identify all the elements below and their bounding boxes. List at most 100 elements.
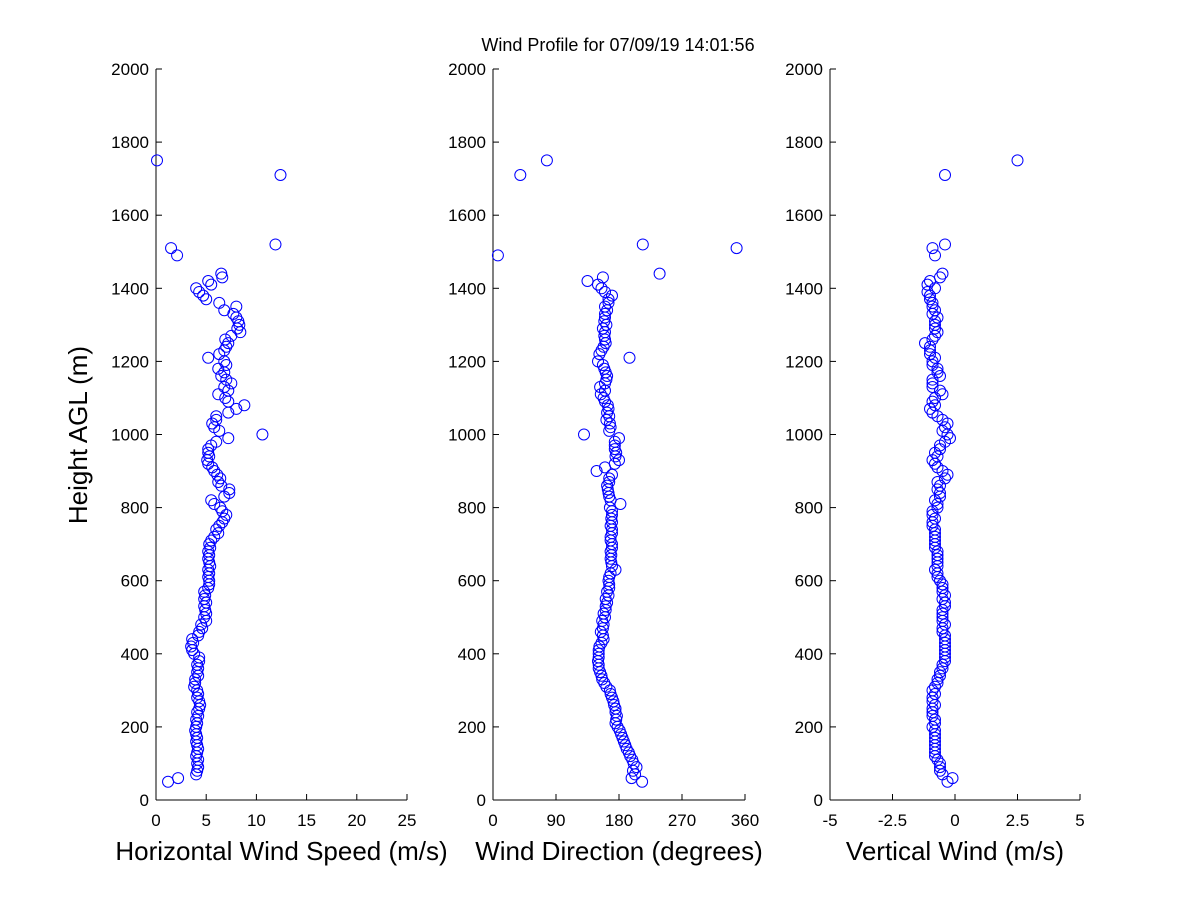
data-point bbox=[613, 454, 625, 467]
data-point bbox=[592, 355, 604, 368]
data-point bbox=[936, 267, 949, 280]
data-point bbox=[230, 402, 243, 415]
data-point bbox=[218, 366, 231, 379]
data-point bbox=[205, 494, 218, 507]
data-point bbox=[256, 428, 269, 441]
data-point bbox=[604, 688, 617, 701]
x-axis-label: Wind Direction (degrees) bbox=[475, 836, 763, 866]
data-point bbox=[613, 724, 626, 737]
data-point bbox=[936, 607, 949, 620]
data-point bbox=[208, 530, 221, 543]
data-point bbox=[606, 468, 618, 481]
data-point bbox=[939, 238, 951, 251]
data-point bbox=[593, 348, 606, 361]
data-point bbox=[202, 351, 215, 364]
data-point bbox=[929, 399, 941, 412]
data-point bbox=[215, 370, 228, 383]
y-tick-label: 1600 bbox=[448, 206, 486, 225]
data-point bbox=[200, 607, 213, 620]
y-tick-label: 400 bbox=[458, 645, 486, 664]
data-point bbox=[939, 636, 951, 649]
data-point bbox=[926, 720, 939, 733]
data-point bbox=[540, 154, 553, 167]
data-point bbox=[598, 315, 611, 328]
data-point bbox=[931, 552, 944, 565]
x-tick-label: 270 bbox=[668, 811, 696, 830]
x-tick-label: 0 bbox=[950, 811, 959, 830]
data-point bbox=[929, 318, 941, 331]
data-point bbox=[220, 508, 233, 521]
x-tick-label: 5 bbox=[1075, 811, 1084, 830]
data-point bbox=[921, 278, 934, 291]
data-point bbox=[215, 479, 228, 492]
data-point bbox=[172, 772, 185, 785]
data-point bbox=[926, 355, 939, 368]
data-point bbox=[274, 168, 287, 181]
y-tick-label: 1800 bbox=[785, 133, 823, 152]
data-point bbox=[936, 658, 949, 671]
data-point bbox=[215, 267, 228, 280]
data-point bbox=[939, 421, 951, 434]
data-point bbox=[189, 724, 202, 737]
data-point bbox=[238, 399, 251, 412]
data-point bbox=[924, 293, 936, 306]
y-tick-label: 1600 bbox=[111, 206, 149, 225]
data-point bbox=[934, 761, 946, 774]
data-point bbox=[596, 271, 609, 284]
x-tick-label: 0 bbox=[151, 811, 160, 830]
data-point bbox=[921, 285, 934, 298]
data-point bbox=[936, 662, 949, 675]
data-point bbox=[601, 479, 614, 492]
y-tick-label: 600 bbox=[458, 572, 486, 591]
x-tick-label: 5 bbox=[201, 811, 210, 830]
data-point bbox=[929, 304, 941, 317]
y-tick-label: 1400 bbox=[785, 279, 823, 298]
x-tick-label: 25 bbox=[398, 811, 417, 830]
data-point bbox=[223, 486, 236, 499]
data-point bbox=[599, 307, 611, 320]
data-point bbox=[934, 370, 946, 383]
data-point bbox=[593, 640, 606, 653]
x-tick-label: -5 bbox=[822, 811, 837, 830]
panel-1: 0 200 400 600 800 1000 1200 1400 1600 1800 2000 0 5 1… bbox=[111, 60, 448, 866]
data-point bbox=[936, 611, 949, 624]
data-point bbox=[602, 402, 615, 415]
data-point bbox=[630, 761, 643, 774]
data-point bbox=[934, 764, 946, 777]
data-point bbox=[218, 355, 231, 368]
data-point bbox=[194, 698, 207, 711]
data-point bbox=[931, 450, 944, 463]
data-point bbox=[193, 285, 206, 298]
data-point bbox=[189, 673, 202, 686]
y-tick-label: 2000 bbox=[785, 60, 823, 79]
y-tick-label: 200 bbox=[121, 718, 149, 737]
data-point bbox=[926, 300, 939, 313]
data-point bbox=[934, 574, 946, 587]
y-tick-label: 1800 bbox=[448, 133, 486, 152]
y-tick-label: 0 bbox=[140, 791, 149, 810]
data-point bbox=[730, 242, 743, 255]
data-point bbox=[594, 380, 607, 393]
y-tick-label: 1200 bbox=[785, 352, 823, 371]
y-tick-label: 1200 bbox=[111, 352, 149, 371]
data-point bbox=[929, 249, 941, 262]
data-point bbox=[213, 296, 226, 309]
data-point bbox=[931, 549, 944, 562]
data-point bbox=[491, 249, 504, 262]
data-point bbox=[931, 326, 944, 339]
y-axis-label: Height AGL (m) bbox=[63, 346, 93, 524]
data-point bbox=[197, 289, 210, 302]
data-point bbox=[216, 271, 229, 284]
data-point bbox=[929, 512, 941, 525]
y-tick-label: 400 bbox=[795, 645, 823, 664]
data-point bbox=[213, 519, 226, 532]
data-point bbox=[222, 395, 235, 408]
data-point bbox=[625, 772, 638, 785]
data-point bbox=[636, 238, 649, 251]
data-point bbox=[597, 391, 610, 404]
y-tick-label: 1000 bbox=[111, 426, 149, 445]
data-point bbox=[222, 337, 235, 350]
data-point bbox=[606, 289, 618, 302]
scatter-series bbox=[919, 154, 1024, 788]
